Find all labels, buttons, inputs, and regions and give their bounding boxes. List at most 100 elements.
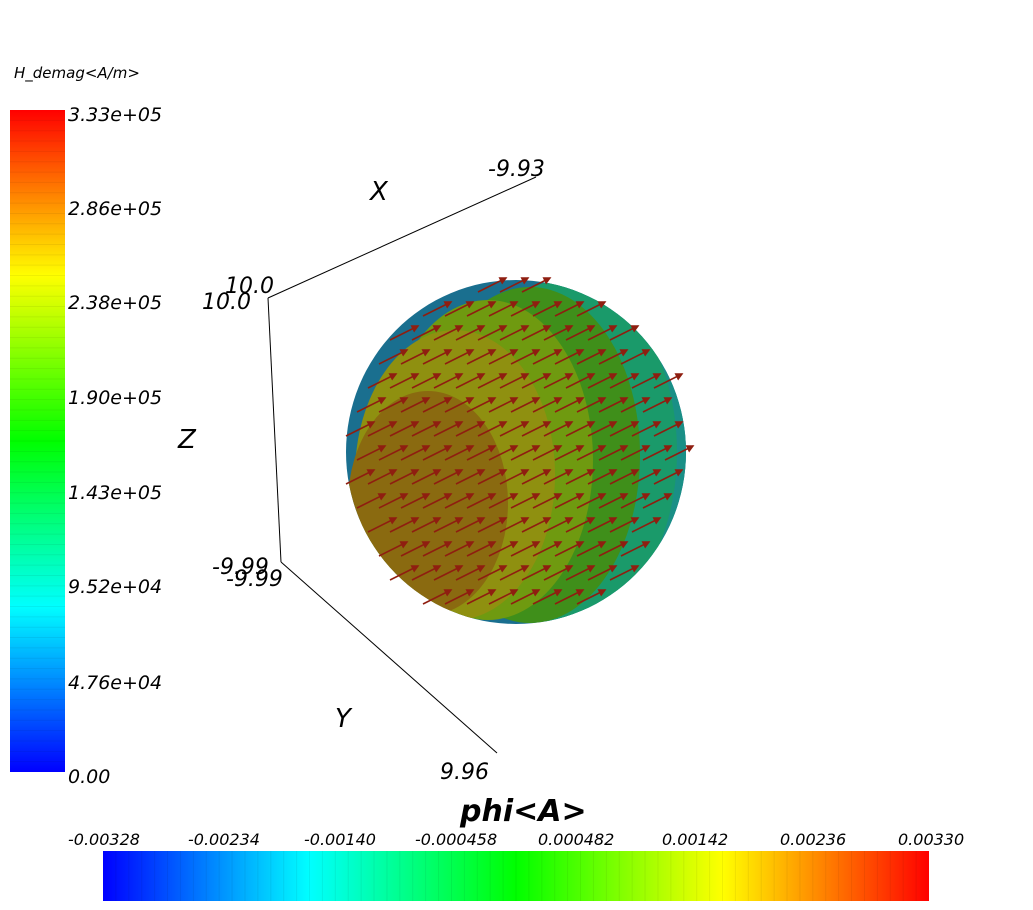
- field-arrow: [477, 469, 508, 485]
- field-arrow: [631, 421, 662, 437]
- horizontal-colorbar-bands: [115, 851, 917, 901]
- field-arrow: [543, 469, 574, 485]
- field-arrow: [565, 325, 596, 341]
- field-arrow: [411, 325, 442, 341]
- field-arrow: [488, 349, 519, 365]
- field-arrow: [488, 541, 519, 557]
- origin-bottom-label: -9.99: [226, 567, 283, 592]
- field-arrow: [609, 517, 640, 533]
- field-arrow: [543, 325, 574, 341]
- field-arrow: [510, 493, 541, 509]
- field-arrow: [433, 325, 464, 341]
- field-arrow: [378, 349, 409, 365]
- field-arrow: [609, 373, 640, 389]
- field-arrow: [543, 565, 574, 581]
- field-arrow: [664, 445, 695, 461]
- field-arrow: [532, 349, 563, 365]
- y-axis-end-label: 9.96: [440, 760, 489, 785]
- field-arrow: [400, 397, 431, 413]
- vertical-colorbar: H_demag<A/m> 3.33e+05 2.86e+05 2.38e+05 …: [10, 64, 162, 788]
- field-arrow: [620, 349, 651, 365]
- field-arrow: [576, 397, 607, 413]
- field-arrow: [477, 277, 508, 293]
- field-arrow: [609, 565, 640, 581]
- field-arrow: [411, 421, 442, 437]
- field-arrow: [433, 469, 464, 485]
- vertical-tick-label: 0.00: [68, 766, 110, 788]
- field-arrow: [411, 373, 442, 389]
- field-arrow: [345, 469, 376, 485]
- field-arrow: [455, 421, 486, 437]
- field-arrow: [367, 517, 398, 533]
- field-arrow: [422, 541, 453, 557]
- field-arrow: [532, 301, 563, 317]
- field-arrow: [620, 445, 651, 461]
- field-arrow: [642, 493, 673, 509]
- field-arrow: [455, 325, 486, 341]
- field-arrow: [620, 397, 651, 413]
- field-arrow: [521, 373, 552, 389]
- field-arrow: [444, 349, 475, 365]
- field-arrow: [565, 373, 596, 389]
- field-arrow: [499, 565, 530, 581]
- field-arrow: [400, 349, 431, 365]
- field-arrow: [642, 397, 673, 413]
- field-arrow: [378, 445, 409, 461]
- vertical-tick-label: 4.76e+04: [68, 672, 162, 694]
- field-arrow: [389, 373, 420, 389]
- field-arrow: [510, 397, 541, 413]
- field-arrow: [510, 301, 541, 317]
- field-arrow: [422, 493, 453, 509]
- horizontal-tick-label: -0.00328: [68, 830, 140, 849]
- field-arrow: [565, 421, 596, 437]
- field-arrow: [422, 397, 453, 413]
- y-axis-name: Y: [335, 704, 353, 734]
- field-arrow: [422, 349, 453, 365]
- origin-top-label: 10.0: [225, 274, 274, 299]
- field-arrow: [345, 421, 376, 437]
- field-arrow: [400, 541, 431, 557]
- field-arrow: [587, 565, 618, 581]
- field-arrow: [554, 397, 585, 413]
- vertical-colorbar-gradient: [10, 110, 65, 772]
- field-arrow: [444, 397, 475, 413]
- field-arrow: [411, 469, 442, 485]
- field-arrow: [642, 445, 673, 461]
- field-arrow: [433, 421, 464, 437]
- field-arrow: [455, 565, 486, 581]
- field-arrow: [499, 469, 530, 485]
- field-arrow: [576, 493, 607, 509]
- horizontal-colorbar-gradient: [103, 851, 929, 901]
- field-arrow: [422, 445, 453, 461]
- field-arrow: [499, 373, 530, 389]
- field-arrow: [510, 445, 541, 461]
- field-arrow: [609, 325, 640, 341]
- field-arrow: [499, 325, 530, 341]
- vertical-tick-label: 2.38e+05: [68, 292, 162, 314]
- axes-box: [267, 176, 537, 754]
- horizontal-tick-label: 0.00236: [780, 830, 846, 849]
- vertical-colorbar-title: H_demag<A/m>: [14, 64, 140, 83]
- origin-bottom-label: -9.99: [212, 555, 269, 580]
- vertical-tick-label: 9.52e+04: [68, 576, 162, 598]
- field-arrow: [587, 325, 618, 341]
- field-arrow: [466, 493, 497, 509]
- vertical-tick-label: 1.90e+05: [68, 387, 162, 409]
- field-arrow: [609, 421, 640, 437]
- field-arrow: [587, 469, 618, 485]
- field-arrow: [587, 517, 618, 533]
- field-arrow: [543, 517, 574, 533]
- vertical-tick-label: 1.43e+05: [68, 482, 162, 504]
- field-arrow: [565, 469, 596, 485]
- field-arrow: [554, 349, 585, 365]
- horizontal-tick-label: -0.000458: [415, 830, 497, 849]
- field-arrow: [521, 565, 552, 581]
- z-axis-line: [267, 297, 282, 563]
- field-arrow: [499, 517, 530, 533]
- field-arrow: [521, 421, 552, 437]
- field-arrow: [466, 301, 497, 317]
- field-arrow: [488, 589, 519, 605]
- field-arrow: [389, 421, 420, 437]
- field-arrow: [400, 493, 431, 509]
